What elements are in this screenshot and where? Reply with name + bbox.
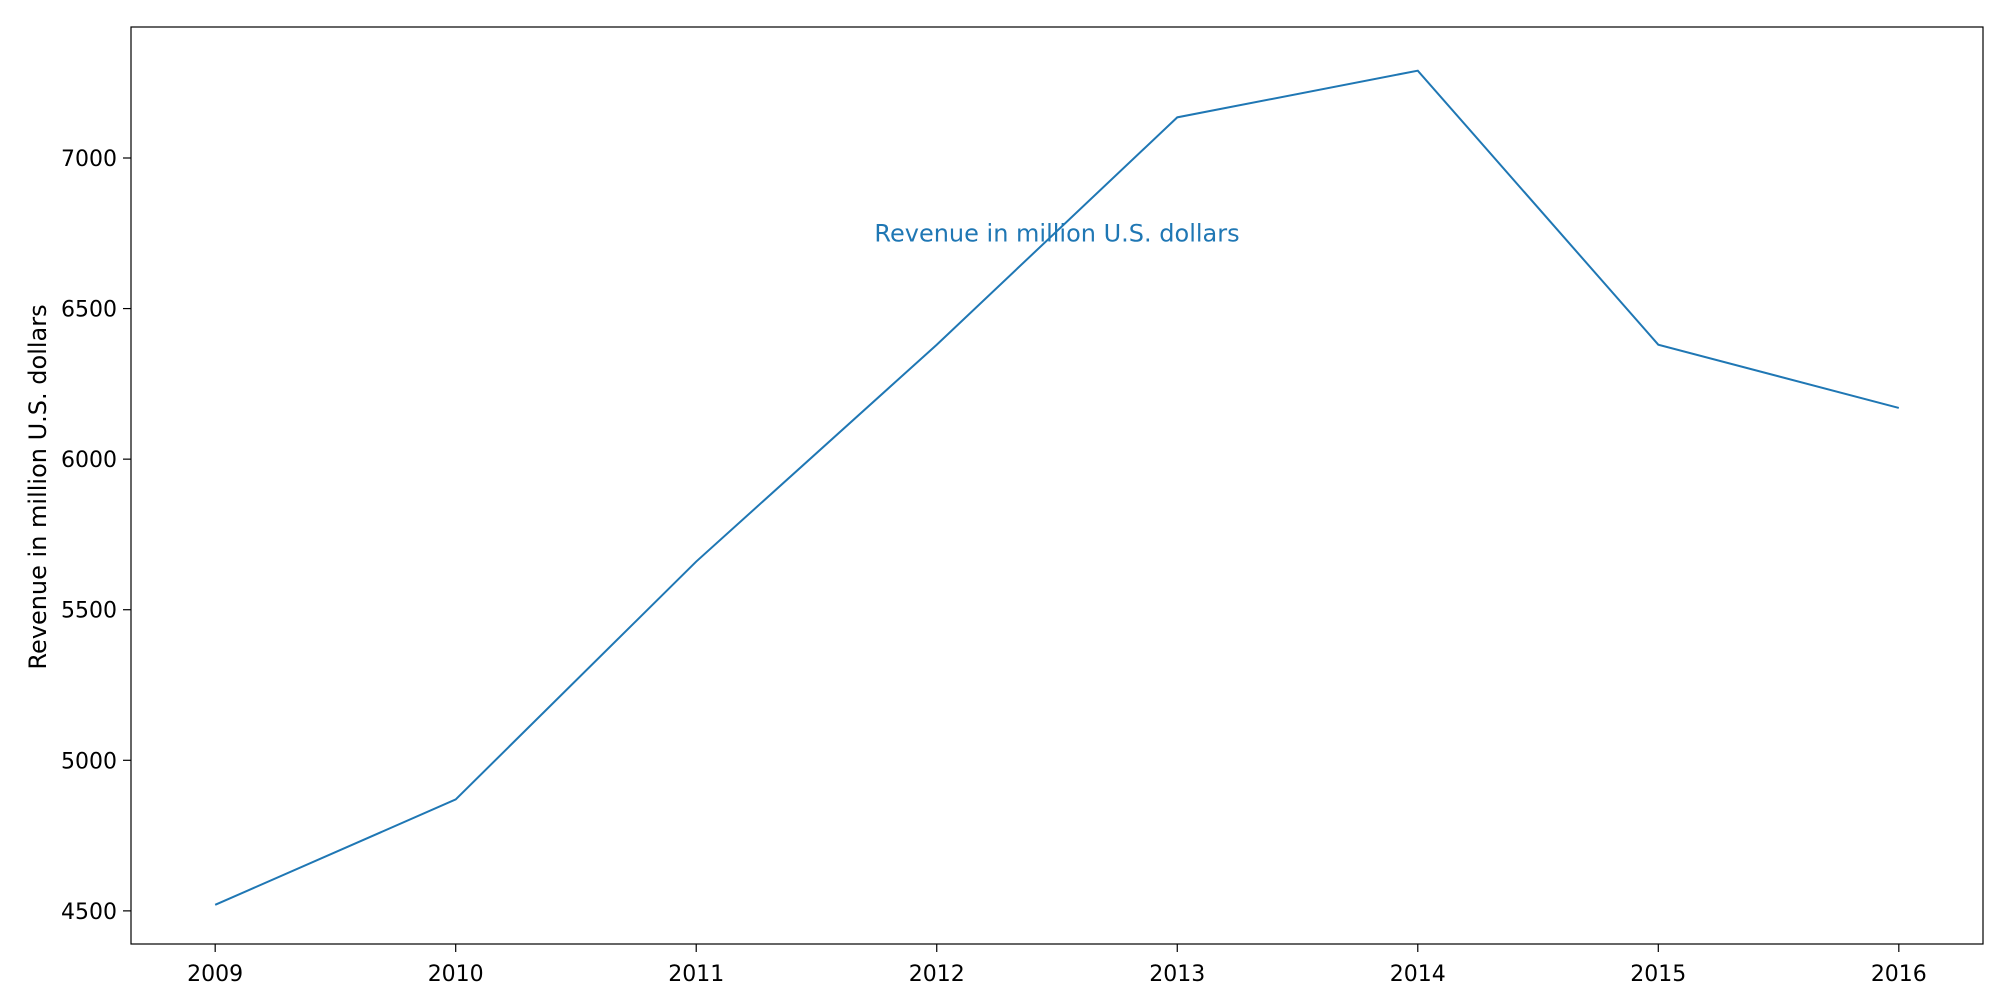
x-tick-label-2009: 2009 — [187, 962, 243, 987]
y-tick-label-5500: 5500 — [61, 599, 117, 624]
y-axis: 4500 5000 5500 6000 6500 7000 — [61, 147, 131, 925]
y-tick-label-6000: 6000 — [61, 448, 117, 473]
y-tick-label-4500: 4500 — [61, 900, 117, 925]
y-tick-label-6500: 6500 — [61, 298, 117, 323]
y-tick-label-5000: 5000 — [61, 749, 117, 774]
series-line-0 — [214, 69, 1900, 906]
x-tick-label-2011: 2011 — [668, 962, 724, 987]
x-tick-label-2016: 2016 — [1871, 962, 1927, 987]
x-tick-label-2013: 2013 — [1149, 962, 1205, 987]
x-axis: 2009 2010 2011 2012 2013 2014 2015 2016 — [187, 944, 1927, 987]
y-tick-label-7000: 7000 — [61, 147, 117, 172]
x-tick-label-2014: 2014 — [1390, 962, 1446, 987]
plot-area — [130, 26, 1984, 945]
annotation-label: Revenue in million U.S. dollars — [874, 219, 1239, 247]
x-tick-label-2012: 2012 — [909, 962, 965, 987]
x-tick-label-2010: 2010 — [428, 962, 484, 987]
x-tick-label-2015: 2015 — [1630, 962, 1686, 987]
axes-frame — [130, 26, 1984, 945]
y-axis-label: Revenue in million U.S. dollars — [24, 304, 52, 669]
